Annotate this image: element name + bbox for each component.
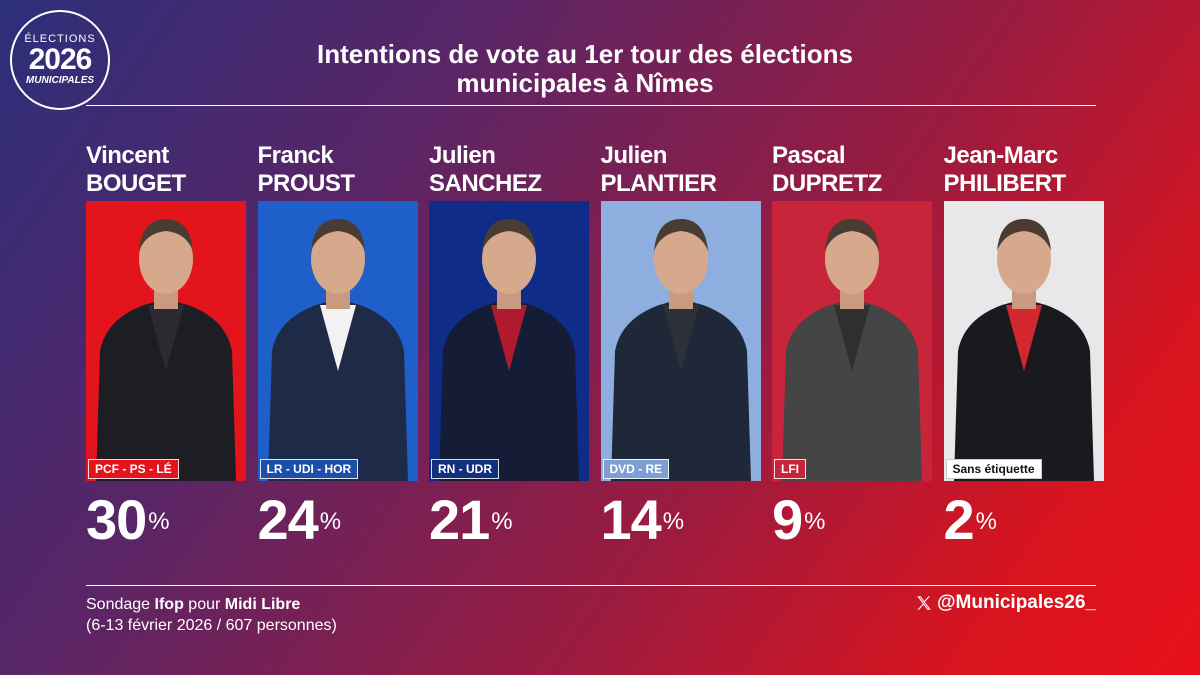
candidate-photo: PCF - PS - LÉ bbox=[86, 201, 246, 481]
vote-percentage: 2% bbox=[944, 492, 998, 548]
vote-value: 9 bbox=[772, 488, 803, 551]
candidate-card: Julien PLANTIER DVD - RE 14% bbox=[600, 142, 761, 552]
candidate-card: Julien SANCHEZ RN - UDR 21% bbox=[429, 142, 589, 552]
percent-sign: % bbox=[491, 508, 512, 535]
vote-percentage: 9% bbox=[772, 492, 826, 548]
candidate-first-name: Jean-Marc bbox=[943, 142, 1059, 169]
candidate-last-name: PROUST bbox=[257, 170, 356, 197]
logo-line-3: MUNICIPALES bbox=[25, 75, 95, 86]
candidate-last-name: BOUGET bbox=[86, 170, 186, 197]
title-line-2: municipales à Nîmes bbox=[456, 68, 714, 98]
candidate-card: Vincent BOUGET PCF - PS - LÉ 30% bbox=[86, 142, 246, 552]
vote-percentage: 24% bbox=[258, 492, 342, 548]
x-logo-icon bbox=[917, 596, 931, 610]
party-label: Sans étiquette bbox=[945, 459, 1042, 479]
percent-sign: % bbox=[804, 508, 825, 535]
candidate-first-name: Julien bbox=[429, 142, 496, 169]
candidate-first-name: Vincent bbox=[86, 142, 169, 169]
vote-value: 14 bbox=[600, 488, 662, 551]
person-silhouette-icon bbox=[96, 219, 236, 481]
candidate-name: Franck PROUST bbox=[258, 142, 418, 198]
candidates-row: Vincent BOUGET PCF - PS - LÉ 30% Franck PROUS… bbox=[86, 142, 1106, 562]
candidate-last-name: SANCHEZ bbox=[429, 170, 542, 197]
party-label: LFI bbox=[774, 459, 806, 479]
chart-title: Intentions de vote au 1er tour des élect… bbox=[230, 40, 940, 98]
candidate-name: Jean-Marc PHILIBERT bbox=[944, 142, 1104, 198]
source-middle: pour bbox=[183, 596, 225, 613]
vote-value: 24 bbox=[257, 488, 319, 551]
candidate-name: Pascal DUPRETZ bbox=[772, 142, 932, 198]
candidate-card: Franck PROUST LR - UDI - HOR 24% bbox=[257, 142, 418, 552]
vote-percentage: 21% bbox=[429, 492, 513, 548]
candidate-first-name: Pascal bbox=[772, 142, 846, 169]
elections-2026-logo: ÉLECTIONS 2026 MUNICIPALES bbox=[10, 10, 110, 110]
percent-sign: % bbox=[319, 508, 341, 535]
vote-value: 21 bbox=[429, 488, 490, 551]
poll-source: Sondage Ifop pour Midi Libre (6-13 févri… bbox=[86, 594, 337, 636]
candidate-name: Julien PLANTIER bbox=[601, 142, 761, 198]
header-divider bbox=[86, 105, 1096, 106]
source-media: Midi Libre bbox=[224, 596, 301, 613]
vote-value: 30 bbox=[86, 488, 147, 551]
person-silhouette-icon bbox=[782, 219, 922, 481]
party-label: DVD - RE bbox=[602, 459, 670, 479]
source-institute: Ifop bbox=[154, 596, 184, 613]
candidate-photo: Sans étiquette bbox=[943, 201, 1104, 481]
candidate-card: Pascal DUPRETZ LFI 9% bbox=[772, 142, 932, 552]
person-silhouette-icon bbox=[267, 219, 408, 481]
party-label: PCF - PS - LÉ bbox=[88, 459, 179, 479]
logo-line-1: ÉLECTIONS bbox=[24, 33, 96, 45]
percent-sign: % bbox=[975, 508, 997, 535]
percent-sign: % bbox=[662, 508, 684, 535]
vote-percentage: 14% bbox=[601, 492, 685, 548]
candidate-name: Vincent BOUGET bbox=[86, 142, 246, 198]
candidate-photo: LFI bbox=[772, 201, 932, 481]
handle-text: @Municipales26_ bbox=[937, 592, 1096, 613]
person-silhouette-icon bbox=[439, 219, 579, 481]
source-details: (6-13 février 2026 / 607 personnes) bbox=[86, 617, 337, 634]
social-handle: @Municipales26_ bbox=[915, 592, 1096, 614]
person-silhouette-icon bbox=[610, 219, 751, 481]
source-prefix: Sondage bbox=[86, 596, 155, 613]
logo-line-2: 2026 bbox=[28, 43, 93, 76]
percent-sign: % bbox=[148, 508, 169, 535]
candidate-first-name: Julien bbox=[600, 142, 668, 169]
candidate-name: Julien SANCHEZ bbox=[429, 142, 589, 198]
candidate-photo: LR - UDI - HOR bbox=[257, 201, 418, 481]
candidate-last-name: DUPRETZ bbox=[772, 170, 882, 197]
candidate-first-name: Franck bbox=[257, 142, 334, 169]
candidate-photo: RN - UDR bbox=[429, 201, 589, 481]
candidate-photo: DVD - RE bbox=[600, 201, 761, 481]
party-label: RN - UDR bbox=[431, 459, 499, 479]
vote-percentage: 30% bbox=[86, 492, 170, 548]
title-line-1: Intentions de vote au 1er tour des élect… bbox=[316, 39, 853, 69]
footer-divider bbox=[86, 585, 1096, 586]
person-silhouette-icon bbox=[953, 219, 1094, 481]
candidate-card: Jean-Marc PHILIBERT Sans étiquette 2% bbox=[943, 142, 1104, 552]
vote-value: 2 bbox=[943, 488, 975, 551]
party-label: LR - UDI - HOR bbox=[259, 459, 359, 479]
candidate-last-name: PLANTIER bbox=[600, 170, 718, 197]
candidate-last-name: PHILIBERT bbox=[943, 170, 1067, 197]
